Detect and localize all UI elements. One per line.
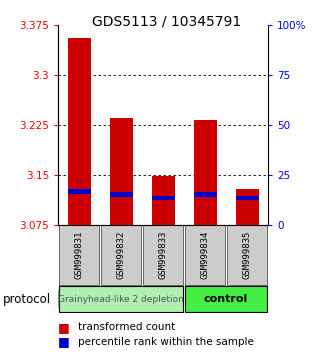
- Text: percentile rank within the sample: percentile rank within the sample: [78, 337, 254, 347]
- Bar: [235, 196, 259, 200]
- Bar: [143, 225, 183, 285]
- Bar: [185, 286, 267, 312]
- Text: GSM999833: GSM999833: [159, 231, 168, 279]
- Text: protocol: protocol: [3, 293, 52, 306]
- Text: GSM999835: GSM999835: [242, 231, 252, 279]
- Bar: [68, 38, 91, 225]
- Text: GDS5113 / 10345791: GDS5113 / 10345791: [92, 14, 241, 28]
- Bar: [152, 196, 175, 200]
- Bar: [59, 286, 183, 312]
- Bar: [235, 189, 259, 225]
- Bar: [110, 193, 133, 197]
- Bar: [185, 225, 225, 285]
- Bar: [68, 189, 91, 194]
- Bar: [101, 225, 141, 285]
- Text: transformed count: transformed count: [78, 322, 175, 332]
- Text: Grainyhead-like 2 depletion: Grainyhead-like 2 depletion: [58, 295, 184, 304]
- Bar: [152, 176, 175, 225]
- Text: ■: ■: [58, 335, 70, 348]
- Bar: [227, 225, 267, 285]
- Text: ■: ■: [58, 321, 70, 334]
- Bar: [59, 225, 99, 285]
- Text: GSM999832: GSM999832: [117, 231, 126, 279]
- FancyArrow shape: [51, 290, 59, 308]
- Text: GSM999831: GSM999831: [75, 231, 84, 279]
- Bar: [193, 193, 217, 197]
- Text: GSM999834: GSM999834: [200, 231, 210, 279]
- Text: control: control: [204, 294, 248, 304]
- Bar: [193, 120, 217, 225]
- Bar: [110, 118, 133, 225]
